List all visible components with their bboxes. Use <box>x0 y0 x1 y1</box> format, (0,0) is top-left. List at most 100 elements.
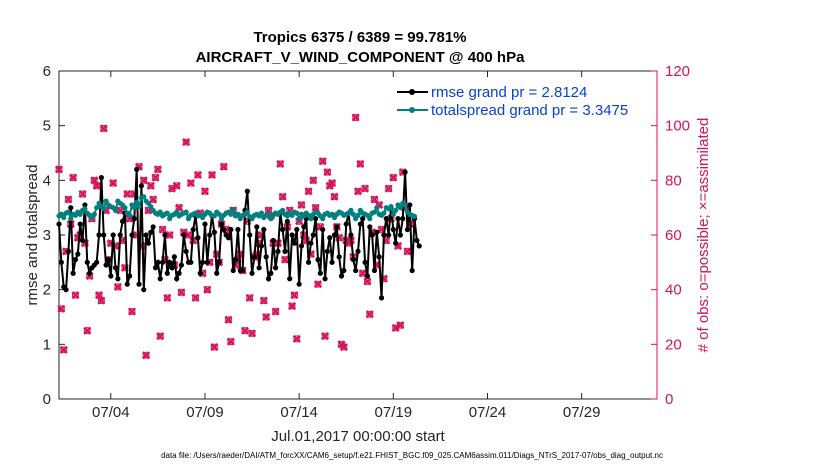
rmse-point <box>289 232 295 238</box>
rmse-point <box>211 229 217 235</box>
totalspread-point <box>61 214 67 221</box>
rmse-point <box>178 262 185 268</box>
obs-possible-marker <box>352 113 360 121</box>
rmse-point <box>282 248 288 254</box>
y-tick-left-label: 6 <box>43 63 51 80</box>
y-axis-label-right: # of obs: o=possible; ×=assimilated <box>695 118 712 353</box>
rmse-point <box>355 248 361 254</box>
obs-possible-marker <box>385 185 393 193</box>
obs-possible-marker <box>123 190 131 198</box>
obs-assimilated-marker <box>353 187 363 196</box>
rmse-point <box>378 295 385 301</box>
rmse-point <box>341 267 347 274</box>
y-tick-right-label: 20 <box>665 336 682 353</box>
rmse-point <box>232 257 239 263</box>
obs-assimilated-marker <box>203 285 212 294</box>
obs-possible-marker <box>192 294 200 302</box>
rmse-point <box>249 270 255 276</box>
obs-assimilated-marker <box>309 176 318 185</box>
obs-possible-marker <box>227 338 235 346</box>
obs-assimilated-marker <box>297 200 306 209</box>
rmse-point <box>188 259 194 265</box>
rmse-point <box>331 232 338 238</box>
rmse-point <box>383 216 389 222</box>
obs-assimilated-marker <box>361 184 370 193</box>
rmse-point <box>414 237 420 244</box>
obs-possible-marker <box>154 165 162 173</box>
y-tick-right-label: 40 <box>665 282 682 299</box>
obs-possible-marker <box>208 171 216 179</box>
rmse-point <box>397 232 403 238</box>
x-tick-label: 07/29 <box>563 404 601 421</box>
rmse-point <box>58 259 64 265</box>
rmse-point <box>324 248 330 254</box>
legend-rmse-label: rmse grand pr = 2.8124 <box>431 84 587 101</box>
totalspread-point <box>390 211 396 217</box>
obs-possible-marker <box>79 190 87 198</box>
y-ticks-left: 0 1 2 3 4 5 6 <box>43 63 65 408</box>
obs-possible-marker <box>328 179 336 187</box>
obs-possible-marker <box>83 327 91 335</box>
obs-assimilated-marker <box>153 165 162 174</box>
rmse-point <box>181 232 187 238</box>
rmse-point <box>145 240 152 246</box>
rmse-point <box>357 221 363 227</box>
legend-totalspread-marker <box>409 107 415 113</box>
obs-assimilated-marker <box>186 179 195 188</box>
rmse-point <box>171 254 177 260</box>
totalspread-point <box>388 203 394 210</box>
obs-possible-marker <box>182 138 190 146</box>
rmse-point <box>313 216 319 222</box>
rmse-point <box>272 265 279 271</box>
rmse-point <box>221 226 227 233</box>
obs-assimilated-marker <box>78 189 87 199</box>
obs-possible-marker <box>177 288 185 296</box>
obs-possible-marker <box>297 201 305 209</box>
obs-possible-marker <box>389 174 397 182</box>
totalspread-point <box>355 212 361 218</box>
rmse-point <box>334 224 340 230</box>
rmse-point <box>119 218 126 224</box>
rmse-point <box>235 226 241 233</box>
rmse-point <box>350 257 356 263</box>
rmse-point <box>138 183 145 189</box>
rmse-point <box>244 188 250 194</box>
rmse-point <box>362 259 368 265</box>
rmse-point <box>94 259 100 265</box>
rmse-point <box>327 235 333 241</box>
rmse-point <box>258 243 265 249</box>
totalspread-point <box>402 202 408 208</box>
rmse-point <box>294 226 300 233</box>
x-tick-label: 07/09 <box>186 404 224 421</box>
obs-assimilated-marker <box>165 230 174 240</box>
obs-assimilated-marker <box>248 329 257 338</box>
rmse-point <box>338 273 345 279</box>
obs-assimilated-marker <box>116 206 125 215</box>
obs-assimilated-marker <box>304 187 313 196</box>
legend-totalspread-label: totalspread grand pr = 3.3475 <box>431 102 628 119</box>
rmse-point <box>79 237 86 244</box>
obs-assimilated-marker <box>182 138 191 147</box>
obs-assimilated-marker <box>99 124 108 133</box>
obs-possible-marker <box>121 264 129 272</box>
y-tick-left-label: 3 <box>43 227 51 244</box>
rmse-point <box>270 237 276 244</box>
obs-possible-marker <box>203 286 211 294</box>
obs-assimilated-marker <box>276 159 285 168</box>
rmse-point <box>112 265 119 271</box>
obs-assimilated-marker <box>146 181 155 190</box>
obs-assimilated-marker <box>245 293 254 302</box>
obs-possible-marker <box>128 308 136 316</box>
rmse-point <box>308 240 314 246</box>
obs-possible-marker <box>248 329 256 337</box>
totalspread-point <box>374 205 380 211</box>
rmse-point <box>200 259 206 265</box>
rmse-point <box>105 257 112 263</box>
rmse-point <box>183 248 189 254</box>
totalspread-point <box>397 205 403 211</box>
obs-assimilated-marker <box>318 157 327 166</box>
obs-possible-marker <box>361 185 369 193</box>
totalspread-point <box>230 207 236 213</box>
obs-assimilated-marker <box>139 176 148 185</box>
